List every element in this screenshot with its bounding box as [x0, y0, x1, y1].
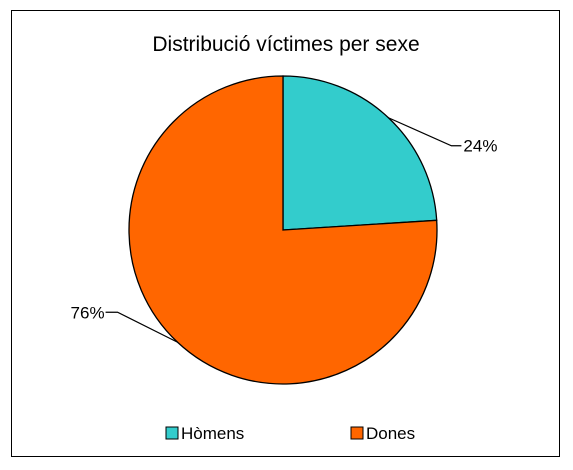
- pie-slices: [128, 75, 438, 385]
- legend-label: Hòmens: [181, 424, 244, 443]
- data-label: 24%: [463, 137, 497, 156]
- data-labels: 24% 76%: [71, 137, 498, 323]
- legend: Hòmens Dones: [165, 424, 415, 443]
- leader-line: [105, 311, 178, 343]
- leader-line: [388, 117, 462, 147]
- leader-lines: [105, 117, 462, 343]
- legend-label: Dones: [366, 424, 415, 443]
- chart-title: Distribució víctimes per sexe: [152, 33, 419, 56]
- legend-swatch: [350, 426, 364, 440]
- legend-swatch: [165, 426, 179, 440]
- data-label: 76%: [71, 303, 105, 322]
- pie-slice-homens: [282, 75, 438, 231]
